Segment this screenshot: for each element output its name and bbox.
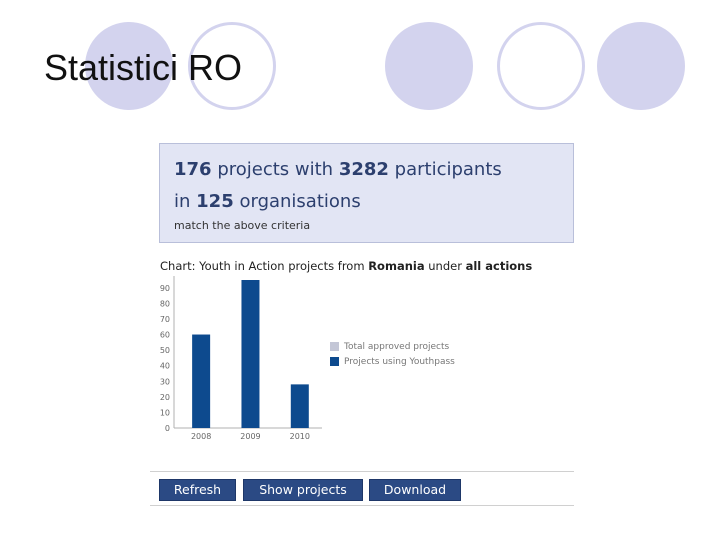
y-tick-label: 50 bbox=[160, 346, 170, 355]
y-tick-label: 20 bbox=[160, 393, 170, 402]
organisations-count: 125 bbox=[196, 191, 234, 212]
participants-text: participants bbox=[394, 159, 502, 180]
y-tick-label: 0 bbox=[165, 424, 170, 433]
legend-swatch-total bbox=[330, 342, 339, 351]
decorative-circle-ring bbox=[188, 22, 276, 110]
summary-line-projects: 176 projects with 3282 participants bbox=[174, 154, 559, 186]
y-tick-label: 90 bbox=[160, 284, 170, 293]
legend-label-total: Total approved projects bbox=[344, 341, 450, 352]
bar-2010 bbox=[290, 384, 309, 428]
summary-line-organisations: in 125 organisations bbox=[174, 186, 559, 218]
legend-swatch-youthpass bbox=[330, 357, 339, 366]
summary-note: match the above criteria bbox=[174, 219, 311, 232]
decorative-circle-filled bbox=[385, 22, 473, 110]
y-tick-label: 10 bbox=[160, 408, 170, 417]
x-tick-label: 2010 bbox=[290, 432, 310, 441]
show-projects-button[interactable]: Show projects bbox=[243, 479, 363, 501]
legend-item-youthpass: Projects using Youthpass bbox=[330, 354, 455, 369]
in-text: in bbox=[174, 191, 191, 212]
toolbar-divider-top bbox=[150, 471, 574, 472]
summary-box: 176 projects with 3282 participants in 1… bbox=[159, 143, 574, 243]
chart-heading-actions: all actions bbox=[465, 259, 533, 273]
slide-title: Statistici RO bbox=[44, 47, 243, 88]
decorative-circle-filled bbox=[85, 22, 173, 110]
chart-heading-middle: under bbox=[428, 259, 462, 273]
bar-chart: 0 10 20 30 40 50 60 70 80 90 2008 2009 2010 bbox=[160, 276, 322, 441]
x-tick-label: 2009 bbox=[240, 432, 260, 441]
legend-item-total: Total approved projects bbox=[330, 339, 455, 354]
legend-label-youthpass: Projects using Youthpass bbox=[344, 356, 455, 367]
projects-count: 176 bbox=[174, 159, 212, 180]
chart-heading-country: Romania bbox=[368, 259, 425, 273]
y-tick-label: 40 bbox=[160, 362, 170, 371]
toolbar-divider-bottom bbox=[150, 505, 574, 506]
x-tick-label: 2008 bbox=[191, 432, 211, 441]
chart-legend: Total approved projects Projects using Y… bbox=[330, 339, 455, 369]
chart-heading-prefix: Chart: Youth in Action projects from bbox=[160, 259, 365, 273]
download-button[interactable]: Download bbox=[369, 479, 461, 501]
y-tick-label: 30 bbox=[160, 377, 170, 386]
decorative-circle-filled bbox=[597, 22, 685, 110]
bar-2008 bbox=[192, 334, 211, 428]
y-tick-label: 70 bbox=[160, 315, 170, 324]
organisations-text: organisations bbox=[239, 191, 361, 212]
chart-heading: Chart: Youth in Action projects from Rom… bbox=[160, 259, 532, 273]
bar-2009 bbox=[241, 280, 260, 428]
projects-text: projects with bbox=[217, 159, 334, 180]
participants-count: 3282 bbox=[338, 159, 389, 180]
y-tick-label: 80 bbox=[160, 299, 170, 308]
decorative-circle-ring bbox=[497, 22, 585, 110]
refresh-button[interactable]: Refresh bbox=[159, 479, 236, 501]
y-tick-label: 60 bbox=[160, 331, 170, 340]
